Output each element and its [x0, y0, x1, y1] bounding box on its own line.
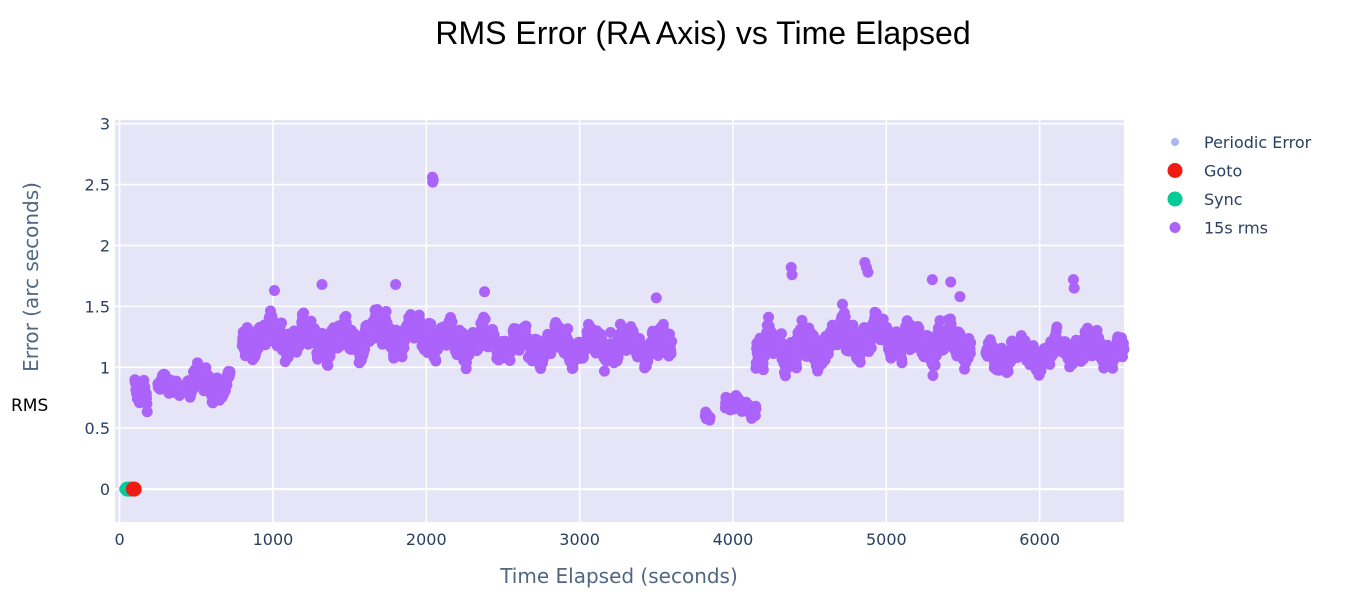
legend-marker[interactable] [1169, 222, 1181, 233]
data-point [665, 348, 677, 360]
data-point [666, 335, 678, 347]
x-axis-title: Time Elapsed (seconds) [499, 564, 738, 588]
x-tick-label: 2000 [406, 530, 447, 549]
data-point [854, 356, 866, 368]
data-point [141, 406, 153, 418]
data-points [118, 171, 1130, 497]
x-tick-label: 5000 [866, 530, 907, 549]
data-point [479, 286, 491, 298]
data-point [268, 285, 280, 297]
data-point [926, 274, 938, 286]
legend-marker[interactable] [1167, 191, 1183, 207]
data-point [790, 362, 802, 374]
data-point [1002, 365, 1014, 377]
y-tick-label: 1 [100, 358, 110, 377]
legend-label[interactable]: Sync [1204, 190, 1243, 209]
data-point [945, 276, 957, 288]
grid-lines [115, 120, 1124, 522]
data-point [316, 278, 328, 290]
data-point [276, 317, 288, 329]
data-point [203, 370, 215, 382]
data-point [763, 311, 775, 323]
y-axis-title: Error (arc seconds) [19, 182, 43, 372]
x-tick-label: 4000 [713, 530, 754, 549]
y-tick-label: 1.5 [85, 297, 110, 316]
data-point [839, 311, 851, 323]
data-point [173, 390, 185, 402]
series-goto [125, 481, 142, 497]
x-tick-label: 1000 [253, 530, 294, 549]
legend-label[interactable]: Goto [1204, 162, 1242, 181]
data-point [1067, 274, 1079, 286]
y-tick-label: 2.5 [85, 176, 110, 195]
legend-marker[interactable] [1171, 138, 1179, 146]
data-point [446, 316, 458, 328]
data-point [927, 369, 939, 381]
data-point [1107, 362, 1119, 374]
data-point [520, 320, 532, 332]
data-point [598, 365, 610, 377]
data-point [775, 328, 787, 340]
data-point [126, 481, 142, 497]
data-point [322, 359, 334, 371]
data-point [896, 357, 908, 369]
data-point [425, 318, 437, 330]
x-tick-label: 6000 [1019, 530, 1060, 549]
x-tick-label: 0 [115, 530, 125, 549]
data-point [965, 337, 977, 349]
data-point [650, 292, 662, 304]
data-point [704, 411, 716, 423]
x-tick-label: 3000 [559, 530, 600, 549]
y-tick-label: 2 [100, 236, 110, 255]
data-point [504, 354, 516, 366]
data-point [929, 359, 941, 371]
rms-side-label: RMS [11, 396, 48, 416]
y-tick-label: 0 [100, 480, 110, 499]
data-point [562, 323, 574, 335]
data-point [964, 347, 976, 359]
y-axis-ticks: 0 0.5 1 1.5 2 2.5 3 [85, 115, 110, 499]
chart-title: RMS Error (RA Axis) vs Time Elapsed [435, 15, 970, 51]
x-axis-ticks: 0 1000 2000 3000 4000 5000 6000 [115, 530, 1061, 549]
data-point [141, 398, 153, 410]
data-point [479, 313, 491, 325]
data-point [757, 364, 769, 376]
series-15s-rms [129, 171, 1130, 426]
data-point [298, 307, 310, 319]
data-point [1051, 321, 1063, 333]
data-point [390, 278, 402, 290]
data-point [862, 266, 874, 278]
data-point [1068, 282, 1080, 294]
legend: Periodic Error Goto Sync 15s rms [1167, 133, 1312, 238]
data-point [934, 315, 946, 327]
data-point [954, 291, 966, 303]
data-point [836, 298, 848, 310]
data-point [750, 403, 762, 415]
y-tick-label: 0.5 [85, 419, 110, 438]
data-point [380, 306, 392, 318]
legend-label[interactable]: Periodic Error [1204, 133, 1312, 152]
data-point [605, 327, 617, 339]
legend-label[interactable]: 15s rms [1204, 219, 1268, 238]
data-point [427, 174, 439, 186]
data-point [224, 366, 236, 378]
data-point [786, 269, 798, 281]
data-point [1118, 343, 1130, 355]
legend-marker[interactable] [1167, 163, 1183, 178]
data-point [430, 355, 442, 367]
y-tick-label: 3 [100, 115, 110, 134]
data-point [865, 342, 877, 354]
